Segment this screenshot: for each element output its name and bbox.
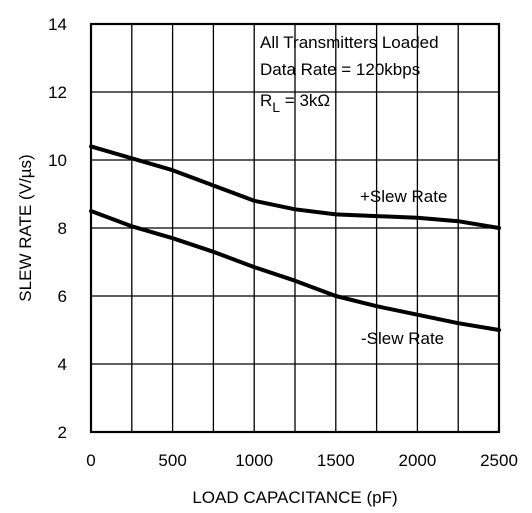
annotation-line-1: All Transmitters Loaded	[260, 33, 439, 52]
y-axis-label: SLEW RATE (V/µs)	[16, 154, 35, 301]
y-tick-label: 4	[58, 355, 67, 374]
y-tick-label: 14	[48, 15, 67, 34]
annotation-load-resistance: RL = 3kΩ	[260, 91, 330, 115]
x-tick-labels: 0 500 1000 1500 2000 2500	[86, 451, 518, 470]
x-tick-label: 2500	[480, 451, 518, 470]
series-label-pos-slew: +Slew Rate	[360, 187, 447, 206]
y-tick-label: 2	[58, 423, 67, 442]
rl-prefix: R	[260, 91, 272, 110]
y-tick-label: 12	[48, 83, 67, 102]
x-tick-label: 0	[86, 451, 95, 470]
series-label-neg-slew: -Slew Rate	[361, 329, 444, 348]
y-tick-labels: 2 4 6 8 10 12 14	[48, 15, 67, 442]
series-line-neg-slew	[89, 209, 501, 332]
grid-lines	[91, 24, 499, 432]
x-tick-label: 500	[158, 451, 186, 470]
x-axis-label: LOAD CAPACITANCE (pF)	[192, 488, 397, 507]
y-tick-label: 6	[58, 287, 67, 306]
series-line-pos-slew	[89, 144, 501, 230]
annotation-line-2: Data Rate = 120kbps	[260, 60, 420, 79]
y-tick-label: 10	[48, 151, 67, 170]
y-tick-label: 8	[58, 219, 67, 238]
series-lines	[89, 144, 501, 332]
x-tick-label: 2000	[398, 451, 436, 470]
x-tick-label: 1000	[235, 451, 273, 470]
rl-value: = 3kΩ	[280, 91, 330, 110]
rl-subscript: L	[272, 99, 280, 115]
x-tick-label: 1500	[317, 451, 355, 470]
